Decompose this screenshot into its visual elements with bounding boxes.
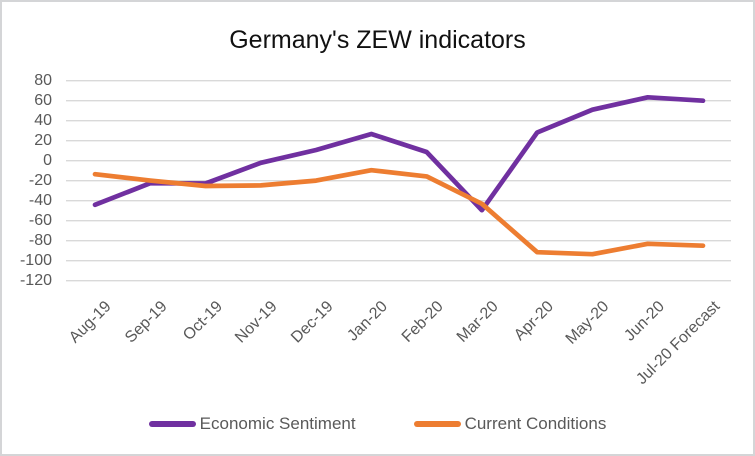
y-tick-label: -20 [28,171,52,189]
y-tick-label: 20 [34,131,52,149]
legend-label-current-conditions: Current Conditions [464,414,607,433]
y-tick-label: -120 [19,271,52,289]
y-tick-label: -80 [28,231,52,249]
y-tick-label: -40 [28,191,52,209]
series-line-current-conditions [92,167,706,257]
current-conditions-line-swatch [413,421,461,427]
series-line-economic-sentiment [92,94,706,213]
y-tick-label: 40 [34,111,52,129]
chart-title: Germany's ZEW indicators [229,26,526,54]
economic-sentiment-line-swatch [148,421,196,427]
legend-label-economic-sentiment: Economic Sentiment [199,414,356,433]
legend-item-current-conditions: Current Conditions [413,414,607,434]
y-tick-label: 60 [34,91,52,109]
y-tick-label: -100 [19,251,52,269]
y-tick-label: -60 [28,211,52,229]
y-tick-label: 80 [34,71,52,89]
legend: Economic Sentiment Current Conditions [2,414,753,434]
legend-item-economic-sentiment: Economic Sentiment [148,414,356,434]
y-tick-label: 0 [43,151,52,169]
gridlines [66,80,731,282]
